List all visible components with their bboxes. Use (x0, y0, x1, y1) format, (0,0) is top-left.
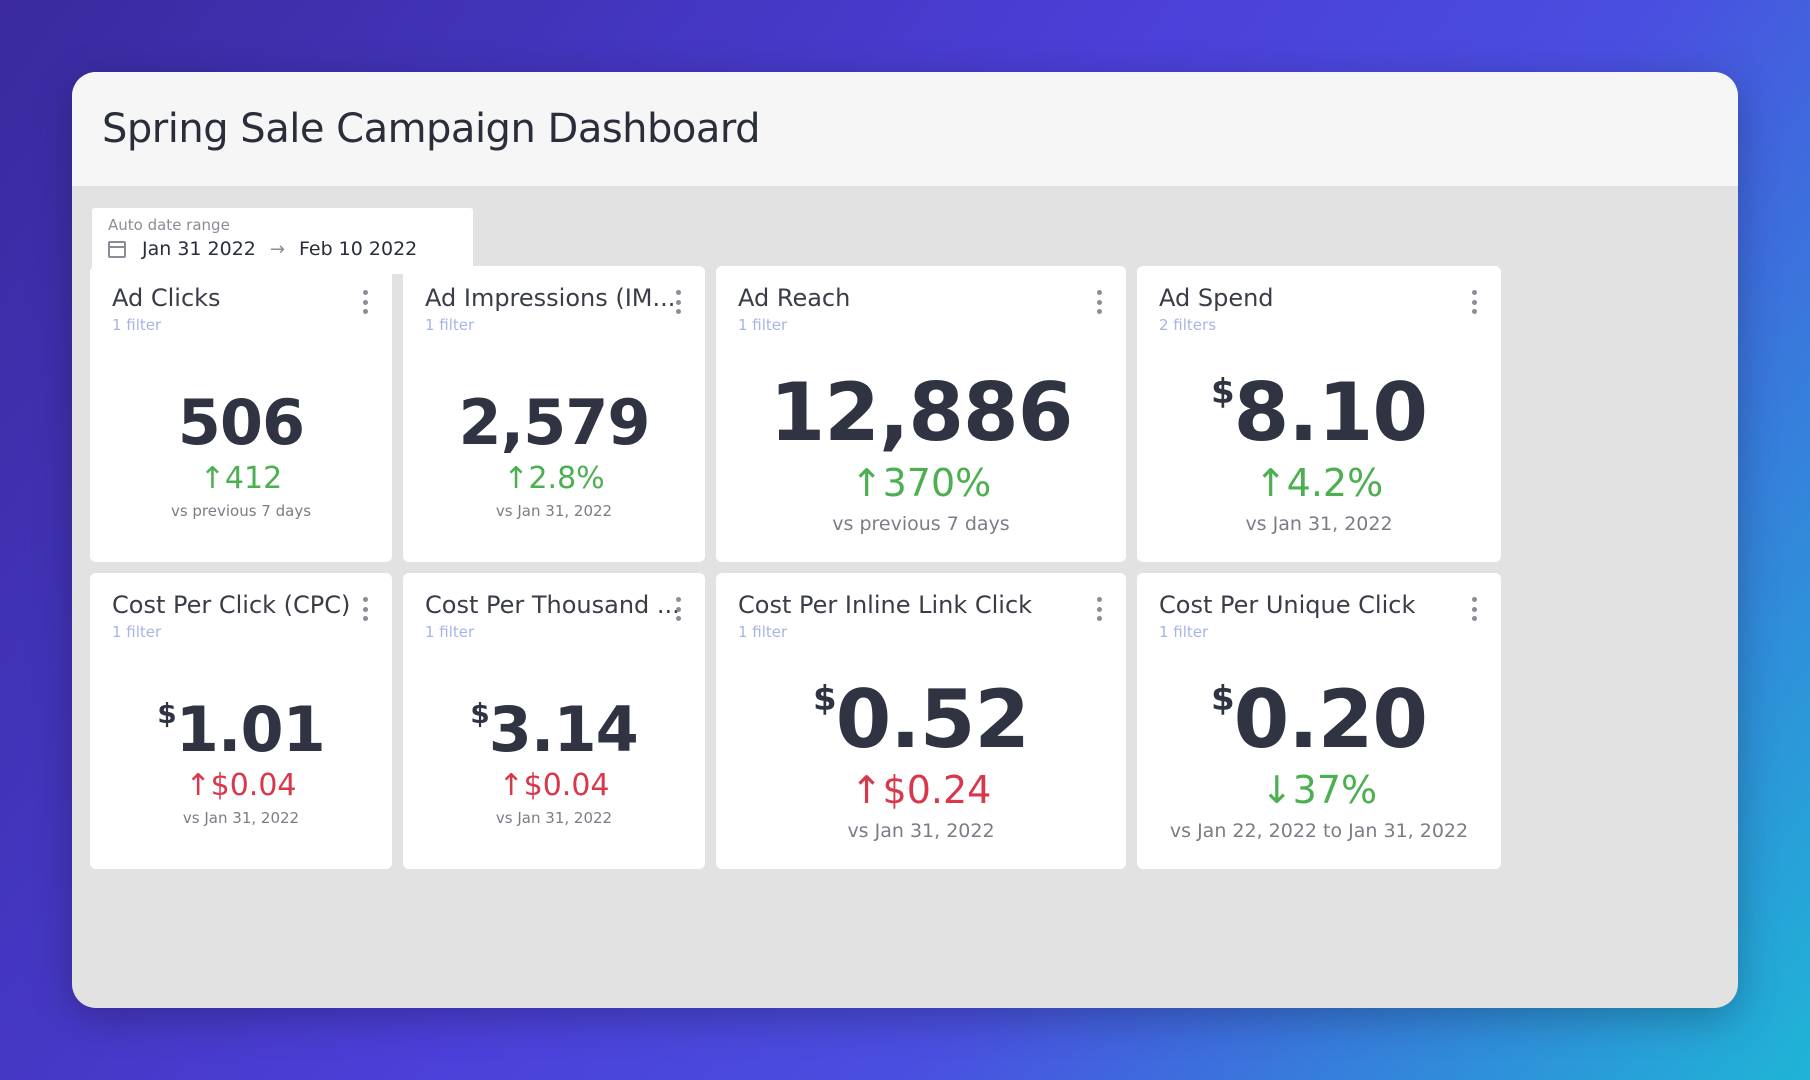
kebab-menu-icon[interactable] (362, 290, 368, 314)
metric-comparison: vs Jan 31, 2022 (847, 820, 995, 842)
calendar-icon (108, 240, 126, 258)
metric-block: 506 ↑412 vs previous 7 days (90, 386, 392, 520)
metric-block: 2,579 ↑2.8% vs Jan 31, 2022 (403, 386, 705, 520)
metric-value-number: 8.10 (1233, 366, 1428, 459)
kebab-menu-icon[interactable] (362, 597, 368, 621)
metric-comparison: vs Jan 31, 2022 (495, 809, 613, 827)
kebab-menu-icon[interactable] (1471, 290, 1477, 314)
metric-value: 2,579 (458, 386, 650, 459)
metric-comparison: vs previous 7 days (832, 513, 1010, 535)
metric-value: $ 0.20 (1210, 673, 1428, 766)
dashboard-window: Spring Sale Campaign Dashboard Auto date… (72, 72, 1738, 1008)
metric-card-ad-spend[interactable]: Ad Spend 2 filters $ 8.10 ↑4.2% vs Jan 3… (1137, 266, 1501, 562)
metric-block: $ 3.14 ↑$0.04 vs Jan 31, 2022 (403, 693, 705, 827)
card-title: Cost Per Inline Link Click (738, 591, 1033, 619)
metric-comparison: vs previous 7 days (170, 502, 312, 520)
date-range-start: Jan 31 2022 (142, 238, 256, 260)
metric-card-cpm[interactable]: Cost Per Thousand ... 1 filter $ 3.14 ↑$… (403, 573, 705, 869)
currency-symbol: $ (470, 697, 490, 730)
date-range-end: Feb 10 2022 (299, 238, 418, 260)
page-title: Spring Sale Campaign Dashboard (102, 106, 761, 152)
metric-card-cost-per-inline-link-click[interactable]: Cost Per Inline Link Click 1 filter $ 0.… (716, 573, 1126, 869)
metric-change: ↑$0.24 (850, 768, 992, 812)
currency-symbol: $ (1210, 372, 1235, 412)
metric-value: $ 8.10 (1210, 366, 1428, 459)
metric-block: $ 1.01 ↑$0.04 vs Jan 31, 2022 (90, 693, 392, 827)
currency-symbol: $ (1210, 679, 1235, 719)
metric-comparison: vs Jan 22, 2022 to Jan 31, 2022 (1169, 820, 1469, 842)
metric-block: $ 0.20 ↓37% vs Jan 22, 2022 to Jan 31, 2… (1137, 673, 1501, 842)
metric-value: $ 0.52 (812, 673, 1030, 766)
metric-card-ad-clicks[interactable]: Ad Clicks 1 filter 506 ↑412 vs previous … (90, 266, 392, 562)
date-range-label: Auto date range (108, 216, 230, 234)
metric-comparison: vs Jan 31, 2022 (1245, 513, 1393, 535)
metric-change: ↑$0.04 (185, 768, 297, 803)
metric-card-ad-impressions[interactable]: Ad Impressions (IM... 1 filter 2,579 ↑2.… (403, 266, 705, 562)
card-title: Ad Spend (1159, 284, 1274, 312)
card-filter-link[interactable]: 1 filter (425, 316, 475, 334)
metric-block: 12,886 ↑370% vs previous 7 days (716, 366, 1126, 535)
card-title: Ad Clicks (112, 284, 221, 312)
card-filter-link[interactable]: 2 filters (1159, 316, 1217, 334)
kebab-menu-icon[interactable] (1096, 597, 1102, 621)
metric-value-number: 0.52 (835, 673, 1030, 766)
metric-card-cpc[interactable]: Cost Per Click (CPC) 1 filter $ 1.01 ↑$0… (90, 573, 392, 869)
metric-value-number: 1.01 (175, 693, 326, 766)
metric-comparison: vs Jan 31, 2022 (495, 502, 613, 520)
metric-change: ↑4.2% (1254, 461, 1384, 505)
date-range-picker[interactable]: Auto date range Jan 31 2022 → Feb 10 202… (92, 208, 473, 274)
arrow-right-icon: → (269, 238, 285, 260)
card-filter-link[interactable]: 1 filter (738, 623, 788, 641)
metric-comparison: vs Jan 31, 2022 (182, 809, 300, 827)
metric-change: ↑2.8% (503, 461, 605, 496)
dashboard-header: Spring Sale Campaign Dashboard (72, 72, 1738, 186)
card-title: Cost Per Click (CPC) (112, 591, 351, 619)
metric-block: $ 8.10 ↑4.2% vs Jan 31, 2022 (1137, 366, 1501, 535)
metric-change: ↓37% (1260, 768, 1378, 812)
card-filter-link[interactable]: 1 filter (425, 623, 475, 641)
metric-value: $ 1.01 (157, 693, 326, 766)
metric-value-number: 12,886 (769, 366, 1074, 459)
metric-value-number: 506 (177, 386, 305, 459)
metric-value: 506 (177, 386, 305, 459)
date-range-row: Jan 31 2022 → Feb 10 2022 (108, 238, 457, 260)
metric-value-number: 2,579 (458, 386, 650, 459)
card-filter-link[interactable]: 1 filter (112, 316, 162, 334)
currency-symbol: $ (812, 679, 837, 719)
kebab-menu-icon[interactable] (675, 290, 681, 314)
currency-symbol: $ (157, 697, 177, 730)
card-filter-link[interactable]: 1 filter (738, 316, 788, 334)
card-filter-link[interactable]: 1 filter (1159, 623, 1209, 641)
card-title: Ad Reach (738, 284, 851, 312)
card-title: Cost Per Unique Click (1159, 591, 1416, 619)
metric-value-number: 3.14 (488, 693, 639, 766)
metric-block: $ 0.52 ↑$0.24 vs Jan 31, 2022 (716, 673, 1126, 842)
card-title: Ad Impressions (IM... (425, 284, 676, 312)
metric-value: $ 3.14 (470, 693, 639, 766)
metric-change: ↑370% (850, 461, 992, 505)
metric-value: 12,886 (769, 366, 1074, 459)
kebab-menu-icon[interactable] (1096, 290, 1102, 314)
metric-card-ad-reach[interactable]: Ad Reach 1 filter 12,886 ↑370% vs previo… (716, 266, 1126, 562)
metric-change: ↑$0.04 (498, 768, 610, 803)
metric-change: ↑412 (199, 461, 283, 496)
kebab-menu-icon[interactable] (1471, 597, 1477, 621)
card-title: Cost Per Thousand ... (425, 591, 680, 619)
kebab-menu-icon[interactable] (675, 597, 681, 621)
card-filter-link[interactable]: 1 filter (112, 623, 162, 641)
metric-card-cost-per-unique-click[interactable]: Cost Per Unique Click 1 filter $ 0.20 ↓3… (1137, 573, 1501, 869)
metric-value-number: 0.20 (1233, 673, 1428, 766)
